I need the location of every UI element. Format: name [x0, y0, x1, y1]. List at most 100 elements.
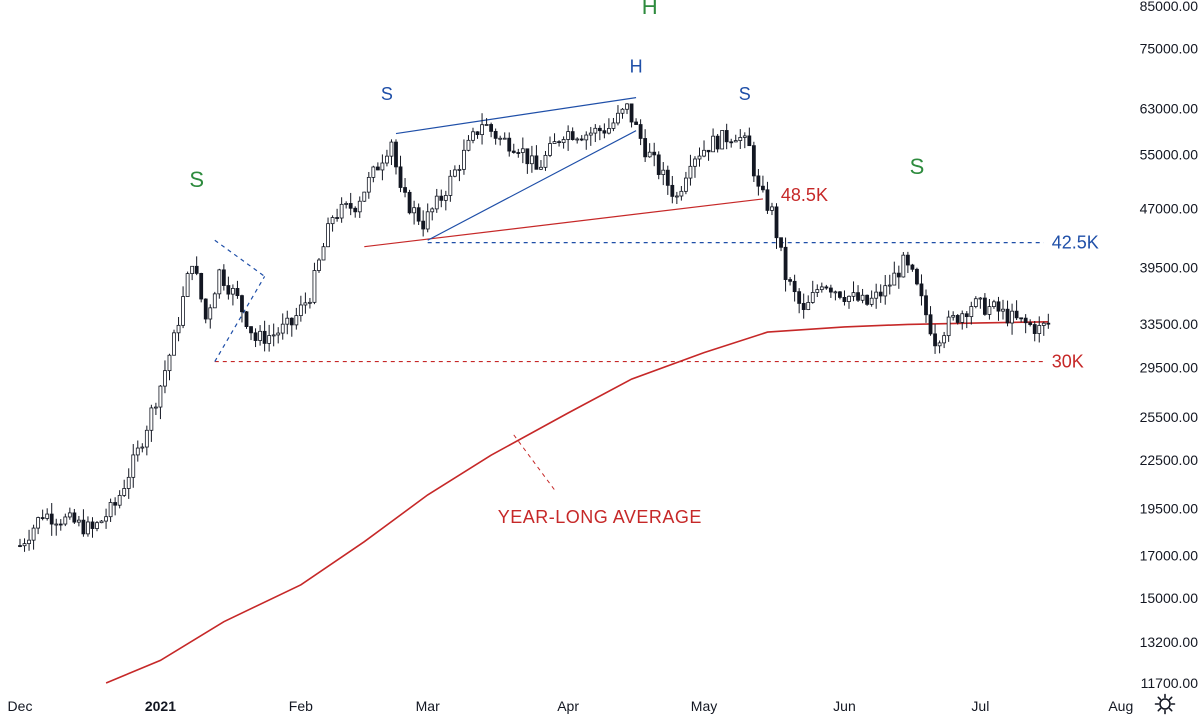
candle-body — [493, 130, 498, 139]
candle-body — [620, 108, 625, 114]
candle-body — [40, 517, 45, 519]
y-tick-label: 17000.00 — [1140, 547, 1199, 563]
candle-body — [326, 223, 330, 248]
candle-body — [140, 446, 145, 449]
candle-body — [294, 315, 299, 326]
candle-body — [1019, 317, 1024, 320]
candle-body — [978, 297, 983, 300]
candle-body — [697, 155, 702, 160]
candle-body — [348, 203, 353, 209]
candle-body — [308, 301, 312, 304]
candle-body — [267, 335, 272, 344]
candle-body — [847, 295, 851, 302]
x-tick-label: May — [691, 698, 717, 714]
candle-body — [733, 140, 738, 143]
candle-body — [738, 137, 743, 141]
candle-body — [502, 137, 507, 140]
x-tick-label: Dec — [8, 698, 33, 714]
candle-body — [865, 294, 870, 305]
candle-body — [987, 306, 992, 315]
candle-body — [711, 135, 715, 153]
candle-body — [262, 330, 267, 344]
candle-body — [629, 103, 634, 123]
level-label: 48.5K — [781, 185, 828, 205]
level-label: 42.5K — [1052, 233, 1099, 253]
candle-body — [389, 141, 394, 157]
candle-body — [724, 130, 729, 143]
trendline — [395, 96, 637, 135]
candle-body — [783, 246, 788, 280]
candle-body — [163, 370, 167, 387]
candle-body — [905, 254, 910, 266]
candle-body — [366, 176, 371, 193]
candle-body — [258, 330, 262, 341]
level-label: 30K — [1052, 352, 1084, 372]
candle-body — [285, 317, 290, 325]
candle-body — [579, 138, 584, 141]
candle-body — [58, 523, 63, 526]
candle-body — [131, 454, 136, 478]
candle-body — [330, 217, 335, 225]
candle-body — [484, 124, 489, 126]
pattern-label: S — [910, 154, 925, 179]
candle-body — [312, 270, 317, 303]
candle-body — [412, 207, 417, 214]
candle-body — [765, 189, 770, 211]
candle-body — [185, 273, 190, 297]
candle-body — [439, 195, 444, 201]
ma-pointer — [513, 434, 555, 491]
candle-body — [792, 280, 797, 293]
candle-body — [172, 332, 176, 356]
candle-body — [1046, 322, 1051, 325]
candle-body — [212, 293, 217, 309]
x-tick-label: Jun — [833, 698, 856, 714]
candle-body — [625, 103, 629, 110]
candle-body — [452, 169, 457, 177]
candle-body — [298, 304, 303, 317]
candle-body — [276, 332, 281, 336]
candle-body — [122, 488, 127, 496]
candle-body — [561, 139, 566, 144]
candle-body — [135, 447, 140, 456]
candle-body — [602, 130, 607, 134]
candle-body — [548, 143, 552, 156]
candle-body — [1041, 322, 1046, 326]
candle-body — [95, 522, 99, 529]
candle-body — [720, 130, 725, 150]
candle-body — [575, 138, 580, 141]
candle-body — [797, 291, 802, 304]
candle-body — [231, 288, 235, 295]
y-tick-label: 15000.00 — [1140, 590, 1199, 606]
candle-body — [693, 158, 697, 167]
trendline — [214, 239, 265, 277]
candle-body — [860, 294, 865, 301]
candle-body — [480, 124, 484, 136]
y-tick-label: 63000.00 — [1140, 100, 1199, 116]
candle-body — [81, 519, 86, 535]
candle-body — [425, 211, 430, 230]
pattern-label: S — [381, 84, 393, 104]
candle-body — [240, 295, 244, 313]
candle-body — [194, 265, 199, 274]
candle-body — [235, 288, 240, 297]
candle-body — [742, 135, 747, 138]
candle-body — [901, 254, 906, 278]
candle-body — [652, 151, 657, 156]
candle-body — [303, 302, 308, 306]
chart-settings-button[interactable] — [1153, 692, 1177, 716]
candle-body — [824, 286, 829, 289]
candle-body — [810, 292, 815, 303]
y-tick-label: 75000.00 — [1140, 41, 1199, 57]
candle-body — [457, 168, 462, 171]
candle-body — [416, 207, 421, 222]
candle-body — [317, 259, 321, 271]
y-tick-label: 39500.00 — [1140, 260, 1199, 276]
candle-body — [190, 265, 195, 274]
candle-body — [253, 332, 258, 341]
candle-body — [108, 502, 113, 518]
candle-body — [113, 502, 118, 506]
candle-body — [597, 127, 602, 132]
candle-body — [706, 149, 711, 153]
